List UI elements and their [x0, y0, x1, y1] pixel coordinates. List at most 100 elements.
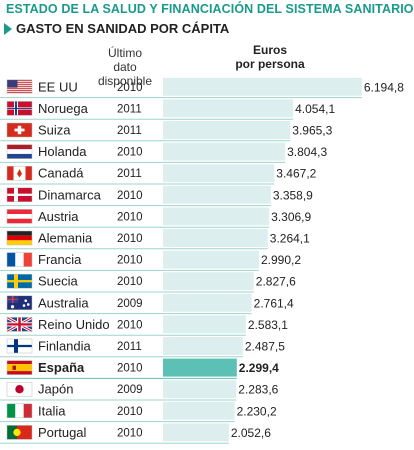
- norway-flag-icon: [6, 101, 33, 116]
- year-label: 2011: [117, 168, 142, 180]
- germany-flag-icon: [6, 230, 33, 246]
- year-label: 2010: [117, 211, 143, 223]
- value-label: 2.299,4: [239, 361, 279, 375]
- country-label: Reino Unido: [38, 317, 110, 332]
- country-label: Canadá: [38, 166, 84, 181]
- chart-row: Francia 2010 2.990,2: [0, 250, 301, 271]
- value-label: 2.487,5: [245, 340, 285, 354]
- spain-flag-icon: [6, 360, 33, 375]
- bar: [163, 250, 259, 269]
- value-label: 2.283,6: [238, 383, 278, 397]
- chart-row: Reino Unido 2010 2.583,1: [0, 315, 288, 336]
- country-label: Dinamarca: [38, 187, 102, 202]
- chart-row: España 2010 2.299,4: [0, 358, 279, 379]
- australia-flag-icon: [6, 295, 33, 311]
- value-label: 3.804,3: [287, 145, 327, 159]
- year-label: 2011: [117, 103, 142, 115]
- value-label: 3.306,9: [271, 210, 311, 224]
- bar: [163, 207, 270, 226]
- value-label: 2.230,2: [237, 404, 277, 418]
- value-label: 3.358,9: [273, 188, 313, 202]
- bar: [163, 315, 246, 334]
- bar: [163, 401, 235, 420]
- year-label: 2010: [117, 82, 143, 94]
- year-label: 2010: [117, 255, 143, 267]
- year-label: 2010: [117, 427, 143, 439]
- chart-row: Italia 2010 2.230,2: [0, 401, 277, 423]
- chart-row: Austria 2010 3.306,9: [0, 207, 312, 228]
- chart-row: Suiza 2011 3.965,3: [0, 121, 333, 142]
- bar: [163, 164, 275, 183]
- italy-flag-icon: [6, 403, 33, 419]
- value-column-header: Euros por persona: [230, 43, 310, 71]
- country-label: EE UU: [38, 79, 78, 94]
- value-label: 2.827,6: [256, 275, 296, 289]
- country-label: Suecia: [38, 274, 79, 289]
- chart-row: Suecia 2010 2.827,6: [0, 272, 296, 293]
- chart-row: Australia 2009 2.761,4: [0, 293, 294, 315]
- value-label: 2.052,6: [231, 426, 271, 440]
- country-label: Japón: [38, 382, 73, 397]
- country-label: Noruega: [38, 101, 89, 116]
- bar: [163, 121, 291, 139]
- austria-flag-icon: [6, 209, 33, 224]
- year-label: 2010: [117, 363, 143, 375]
- country-label: Holanda: [38, 144, 87, 159]
- bar: [163, 380, 237, 399]
- country-label: Austria: [38, 209, 79, 224]
- year-header-line-2: dato disponible: [97, 60, 153, 88]
- finland-flag-icon: [6, 338, 33, 354]
- france-flag-icon: [6, 252, 33, 267]
- country-label: Portugal: [38, 425, 87, 440]
- value-header-line-1: Euros: [252, 43, 287, 57]
- value-label: 3.467,2: [276, 167, 316, 181]
- bar: [163, 293, 252, 312]
- country-label: Alemania: [38, 231, 93, 246]
- year-label: 2011: [117, 125, 142, 137]
- value-label: 3.965,3: [292, 124, 332, 138]
- year-label: 2010: [117, 276, 143, 288]
- portugal-flag-icon: [6, 425, 33, 440]
- chart-row: Alemania 2010 3.264,1: [0, 229, 310, 250]
- switzerland-flag-icon: [6, 122, 33, 138]
- chart-title: ESTADO DE LA SALUD Y FINANCIACIÓN DEL SI…: [6, 2, 414, 16]
- chart-row: Noruega 2011 4.054,1: [0, 99, 335, 120]
- usa-flag-icon: [6, 79, 33, 95]
- chart-row: EE UU 2010 6.194,8: [0, 77, 404, 99]
- year-label: 2009: [117, 298, 143, 310]
- year-label: 2010: [117, 406, 143, 418]
- bar: [163, 229, 268, 247]
- bar: [163, 77, 362, 96]
- country-label: Finlandia: [38, 339, 92, 354]
- uk-flag-icon: [6, 316, 33, 333]
- bar: [163, 142, 286, 161]
- value-label: 2.990,2: [261, 253, 301, 267]
- subtitle-text: GASTO EN SANIDAD POR CÁPITA: [16, 21, 230, 36]
- bar: [163, 185, 271, 204]
- value-label: 4.054,1: [295, 102, 335, 116]
- triangle-marker-icon: [4, 22, 12, 35]
- bar: [163, 99, 294, 118]
- chart-row: Holanda 2010 3.804,3: [0, 142, 327, 163]
- netherlands-flag-icon: [6, 144, 33, 159]
- bar: [163, 423, 229, 442]
- year-label: 2010: [117, 319, 143, 331]
- year-label: 2011: [117, 341, 142, 353]
- chart-row: Finlandia 2011 2.487,5: [0, 337, 285, 358]
- country-label: Australia: [38, 295, 89, 310]
- chart-row: Canadá 2011 3.467,2: [0, 164, 317, 185]
- value-label: 6.194,8: [364, 80, 404, 94]
- canada-flag-icon: [6, 165, 33, 181]
- year-label: 2010: [117, 233, 143, 245]
- sweden-flag-icon: [6, 273, 33, 289]
- country-label: Italia: [38, 403, 66, 418]
- value-label: 3.264,1: [270, 232, 310, 246]
- chart-subtitle: GASTO EN SANIDAD POR CÁPITA: [4, 21, 229, 36]
- value-label: 2.761,4: [254, 296, 294, 310]
- chart-row: Dinamarca 2010 3.358,9: [0, 185, 313, 207]
- value-label: 2.583,1: [248, 318, 288, 332]
- value-header-line-2: por persona: [235, 57, 305, 71]
- chart-row: Portugal 2010 2.052,6: [0, 423, 271, 444]
- country-label: Suiza: [38, 123, 71, 138]
